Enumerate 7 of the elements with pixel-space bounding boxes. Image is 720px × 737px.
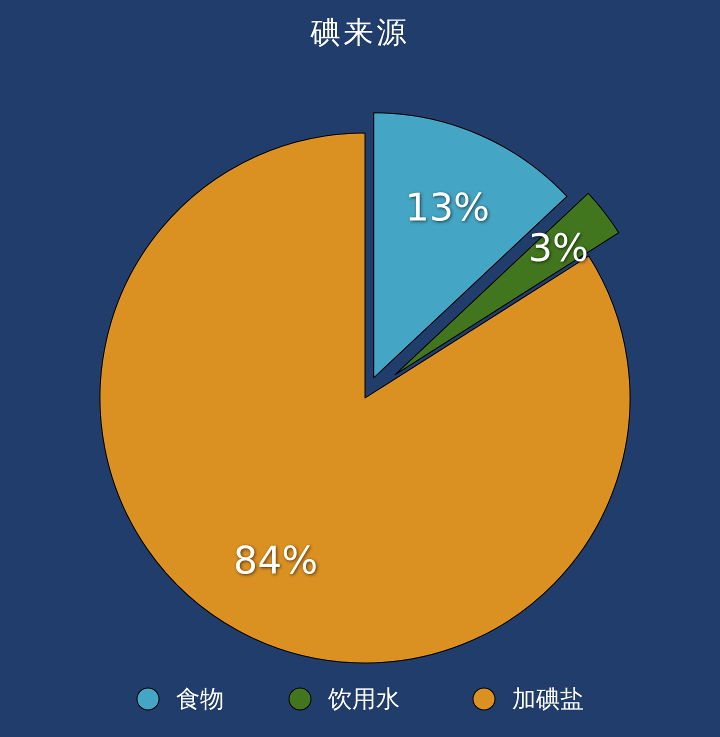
data-label: 13%	[405, 186, 490, 230]
legend-label: 食物	[176, 685, 224, 713]
legend-label: 加碘盐	[512, 685, 584, 713]
legend-label: 饮用水	[327, 685, 400, 713]
data-label: 84%	[233, 538, 318, 583]
data-label: 3%	[528, 226, 588, 270]
chart-title: 碘来源	[310, 16, 410, 50]
